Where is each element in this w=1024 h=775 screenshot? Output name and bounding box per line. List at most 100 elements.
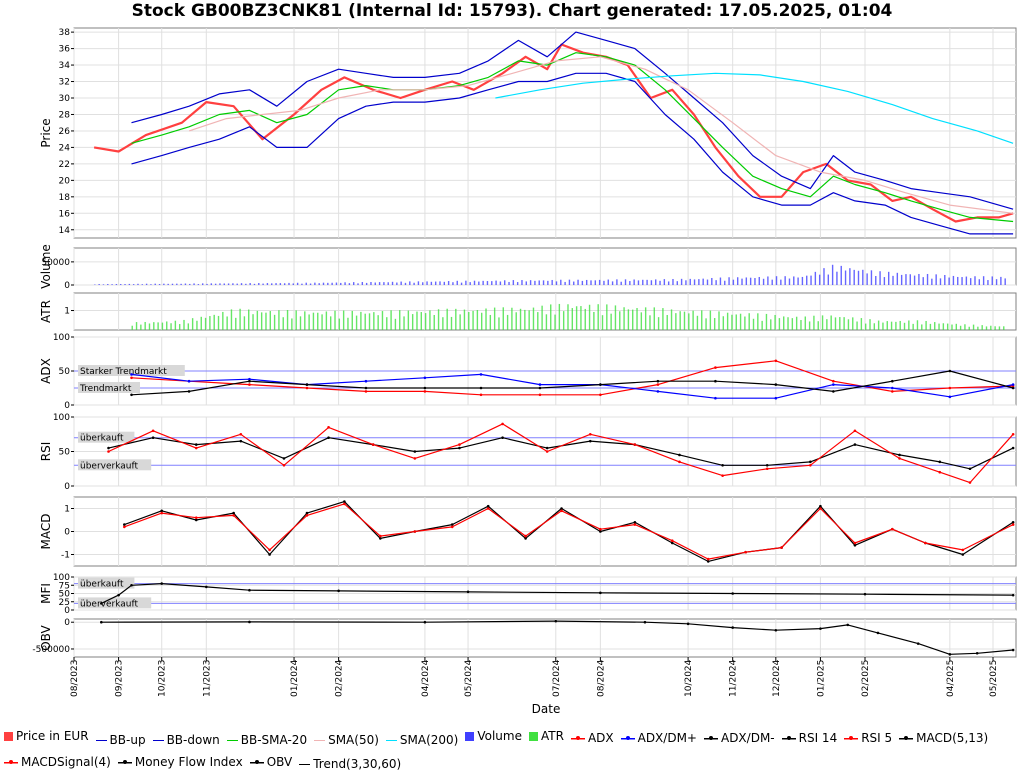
obv-point — [876, 631, 880, 635]
volume-bar — [469, 282, 471, 285]
volume-bar — [879, 271, 881, 285]
volume-bar — [266, 283, 269, 285]
y-tick-label: 32 — [59, 78, 70, 88]
volume-bar — [279, 283, 282, 285]
legend-item: RSI 5 — [844, 728, 892, 749]
volume-bar — [749, 277, 752, 285]
mfi-point — [205, 585, 208, 589]
atr-bar — [636, 308, 638, 330]
volume-bar — [322, 282, 325, 285]
volume-bar — [387, 282, 389, 285]
atr-bar — [869, 319, 871, 330]
atr-bar — [774, 314, 776, 330]
rsi-panel: 0 50 100 RSI überkauft überverkauft — [39, 413, 1017, 492]
atr-bar — [912, 323, 914, 330]
rsi-point — [721, 464, 724, 467]
atr-bar — [752, 318, 755, 330]
legend-swatch-icon — [899, 736, 914, 741]
rsi-point — [282, 464, 286, 467]
y-tick-label: 22 — [59, 160, 70, 170]
volume-bar — [870, 270, 873, 285]
atr-bar — [670, 309, 673, 330]
atr-bar — [450, 316, 453, 330]
atr-bar — [148, 323, 151, 330]
atr-bar — [178, 324, 181, 330]
y-tick-label: 34 — [59, 61, 71, 71]
volume-bar — [404, 282, 407, 285]
macd-point — [194, 518, 198, 522]
atr-panel: 1 ATR — [39, 292, 1017, 331]
atr-bar — [1003, 326, 1005, 330]
macd-point — [305, 511, 309, 515]
obv-point — [686, 622, 690, 626]
volume-bar — [201, 283, 204, 285]
adx-point — [714, 366, 717, 369]
adx-point — [187, 379, 191, 383]
adx-point — [656, 383, 660, 386]
legend-item: BB-up — [95, 730, 146, 751]
volume-bar — [167, 283, 169, 285]
atr-bar — [964, 324, 966, 330]
atr-bar — [688, 313, 690, 330]
volume-bar — [616, 279, 618, 285]
atr-bar — [446, 308, 448, 330]
legend-swatch-icon — [152, 740, 164, 741]
volume-bar — [465, 280, 467, 285]
price-series-sma200 — [495, 72, 1014, 144]
adx-axis-label: ADX — [39, 358, 53, 384]
rsi-axis-label: RSI — [39, 442, 53, 462]
macd-point — [379, 537, 382, 540]
mfi-point — [130, 583, 133, 587]
volume-bar — [982, 276, 985, 285]
volume-bar — [711, 277, 713, 285]
rsi-point — [853, 443, 857, 446]
volume-bar — [331, 282, 333, 285]
obv-point — [731, 626, 734, 629]
legend-label: ADX — [587, 731, 614, 745]
volume-bar — [512, 280, 515, 285]
volume-bar — [685, 280, 687, 285]
legend-label: ADX/DM- — [720, 731, 775, 745]
macd-point — [633, 523, 637, 526]
adx-point — [832, 390, 835, 393]
mfi-point — [117, 593, 120, 597]
volume-bar — [1004, 278, 1006, 285]
zone-label: überkauft — [80, 434, 124, 444]
atr-bar — [226, 316, 228, 330]
zone-label: überverkauft — [80, 599, 139, 609]
obv-axis-label: OBV — [39, 624, 53, 650]
legend-dot-icon — [625, 736, 630, 740]
volume-bar — [150, 284, 152, 285]
x-tick-label: 01/2024 — [290, 659, 300, 697]
mfi-point — [599, 591, 602, 595]
legend-swatch-icon — [844, 736, 859, 741]
adx-series-dmminus — [131, 370, 1014, 396]
legend-item: OBV — [249, 752, 292, 773]
legend-item: SMA(200) — [385, 730, 458, 751]
rsi-point — [898, 457, 901, 460]
price-axis-label: Price — [39, 118, 53, 147]
price-series-bb_sma — [131, 52, 1014, 223]
volume-bar — [223, 283, 225, 285]
volume-bar — [309, 283, 312, 285]
x-tick-label: 05/2024 — [464, 659, 474, 697]
adx-point — [656, 379, 660, 383]
atr-bar — [265, 312, 267, 330]
adx-point — [948, 386, 952, 390]
volume-bar — [236, 283, 238, 285]
volume-bar — [754, 278, 756, 285]
atr-bar — [813, 315, 815, 330]
volume-bar — [171, 283, 174, 285]
macd-point — [232, 511, 235, 515]
adx-panel: 0 50 100 ADX Starker Trendmarkt Trendmarkt — [39, 333, 1017, 411]
volume-bar — [758, 276, 760, 285]
volume-bar — [771, 279, 773, 285]
mfi-series-mfi — [101, 582, 1014, 604]
rsi-point — [968, 481, 972, 484]
macd-point — [524, 537, 527, 540]
volume-bar — [939, 278, 942, 285]
volume-bar — [624, 279, 627, 285]
legend-swatch-icon — [95, 740, 107, 741]
atr-bar — [601, 315, 604, 330]
legend-item: ADX/DM- — [703, 728, 775, 749]
